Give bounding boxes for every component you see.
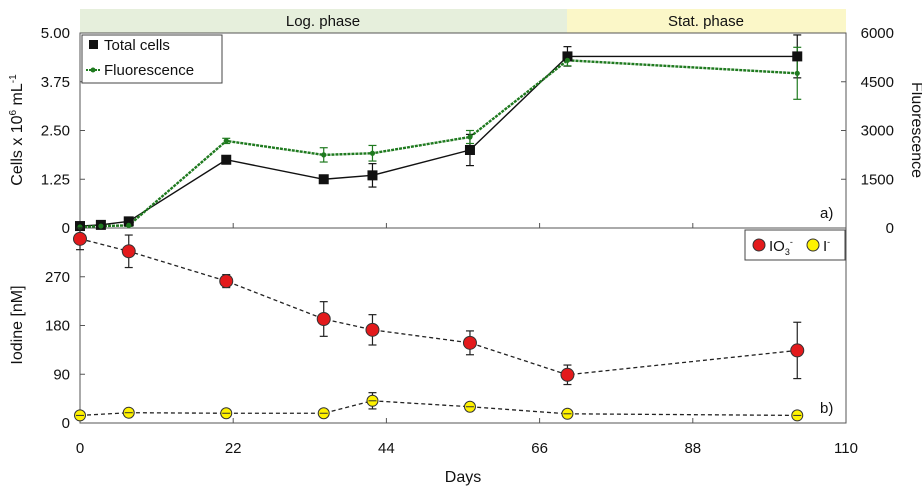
legend-fluorescence-marker [90, 67, 96, 73]
iodate-point [462, 335, 477, 350]
legend-fluorescence-label: Fluorescence [104, 62, 194, 79]
x-axis-label: Days [445, 469, 481, 486]
iodate-line [79, 238, 798, 376]
x-tick-label: 44 [378, 440, 395, 457]
fluorescence-point [467, 134, 473, 140]
panel-a-left-tick-label: 2.50 [41, 123, 70, 140]
panel-b-tag: b) [820, 400, 833, 417]
panel-b-left-tick-label: 270 [45, 269, 70, 286]
cells-label-sup2: -1 [8, 74, 19, 83]
panel-a-right-tick-label: 4500 [861, 74, 894, 91]
total-cells-point [221, 154, 232, 165]
total-cells-point [792, 51, 803, 62]
panel-a-x-ticks [79, 223, 847, 228]
panel-b-left-tick-label: 180 [45, 318, 70, 335]
panel-a-ylabel: Cells x 106 mL-1 [8, 74, 26, 186]
iodide-line [79, 400, 798, 417]
log-phase-band [80, 9, 567, 33]
iodate-point [560, 367, 575, 382]
stat-phase-band [567, 9, 846, 33]
panel-a-right-tick-label: 1500 [861, 171, 894, 188]
fluorescence-point [564, 57, 571, 63]
fluorescence-point [98, 223, 104, 229]
fluorescence-point [794, 70, 800, 76]
legend-total-cells-label: Total cells [104, 37, 170, 54]
iodate-point [316, 312, 331, 326]
iodate-sub: 3 [785, 247, 790, 257]
panel-a-right-tick-label: 3000 [861, 123, 894, 140]
panel-a-left-tick-label: 0 [62, 220, 70, 237]
x-tick-label: 22 [225, 440, 242, 457]
total-cells-point [318, 174, 329, 185]
panel-a-points [75, 51, 803, 232]
panel-a-legend: Total cells Fluorescence [81, 34, 223, 84]
iodate-point [121, 244, 136, 259]
iodate-base: IO [769, 238, 785, 255]
iodide-sup: - [827, 237, 830, 247]
panel-b-frame [79, 227, 847, 424]
iodate-point [790, 343, 805, 358]
fluorescence-point [126, 222, 132, 228]
legend-total-cells-marker [89, 40, 98, 49]
panel-b-legend: IO3- I- [744, 229, 846, 261]
legend-iodide-marker [806, 238, 820, 252]
total-cells-point [367, 170, 378, 181]
fluorescence-line [79, 59, 798, 229]
panel-b-error-bars [76, 227, 802, 418]
panel-a-tag: a) [820, 205, 833, 222]
total-cells-point [562, 51, 573, 62]
panel-b-left-ticks: 0 90 180 270 [45, 269, 85, 432]
cells-label-part2: mL [9, 83, 26, 110]
panel-a-right-tick-label: 6000 [861, 25, 894, 42]
panel-a-left-tick-label: 3.75 [41, 74, 70, 91]
x-tick-label: 88 [684, 440, 701, 457]
panel-b-points [73, 231, 805, 422]
legend-iodate-marker [752, 238, 766, 252]
total-cells-point [464, 145, 475, 155]
iodate-point [73, 231, 87, 246]
legend-iodide-label: I- [823, 237, 830, 255]
fluorescence-point [369, 150, 376, 156]
iodate-sup: - [790, 237, 793, 247]
panel-a-left-ticks: 0 1.25 2.50 3.75 5.00 [41, 25, 85, 237]
log-phase-label: Log. phase [286, 13, 360, 30]
iodide-base: I [823, 238, 827, 255]
panel-a-left-tick-label: 1.25 [41, 171, 70, 188]
panel-b-lines [79, 238, 798, 417]
x-axis-ticks: 0 22 44 66 88 110 [76, 418, 858, 457]
cells-label-part1: Cells x 10 [9, 115, 26, 185]
fluorescence-point [223, 138, 229, 144]
panel-a-ylabel-right: Fluorescence [908, 82, 922, 178]
panel-b-left-tick-label: 0 [62, 415, 70, 432]
x-tick-label: 110 [834, 440, 858, 457]
legend-a-box [81, 34, 223, 84]
phase-bands: Log. phase Stat. phase [80, 9, 846, 33]
stat-phase-label: Stat. phase [668, 13, 744, 30]
panel-b-left-tick-label: 90 [53, 366, 70, 383]
iodate-point [219, 274, 234, 289]
cells-label-sup1: 6 [8, 109, 19, 115]
panel-a-right-tick-label: 0 [886, 220, 894, 237]
panel-b-ylabel: Iodine [nM] [9, 285, 26, 364]
fluorescence-point [321, 152, 327, 158]
panel-a-right-ticks: 0 1500 3000 4500 6000 [841, 25, 894, 237]
x-tick-label: 0 [76, 440, 84, 457]
total-cells-point [123, 216, 134, 227]
iodate-point [365, 322, 380, 337]
legend-b-box [744, 229, 846, 261]
legend-iodate-label: IO3- [769, 237, 793, 257]
panel-a-left-tick-label: 5.00 [41, 25, 70, 42]
x-tick-label: 66 [531, 440, 548, 457]
